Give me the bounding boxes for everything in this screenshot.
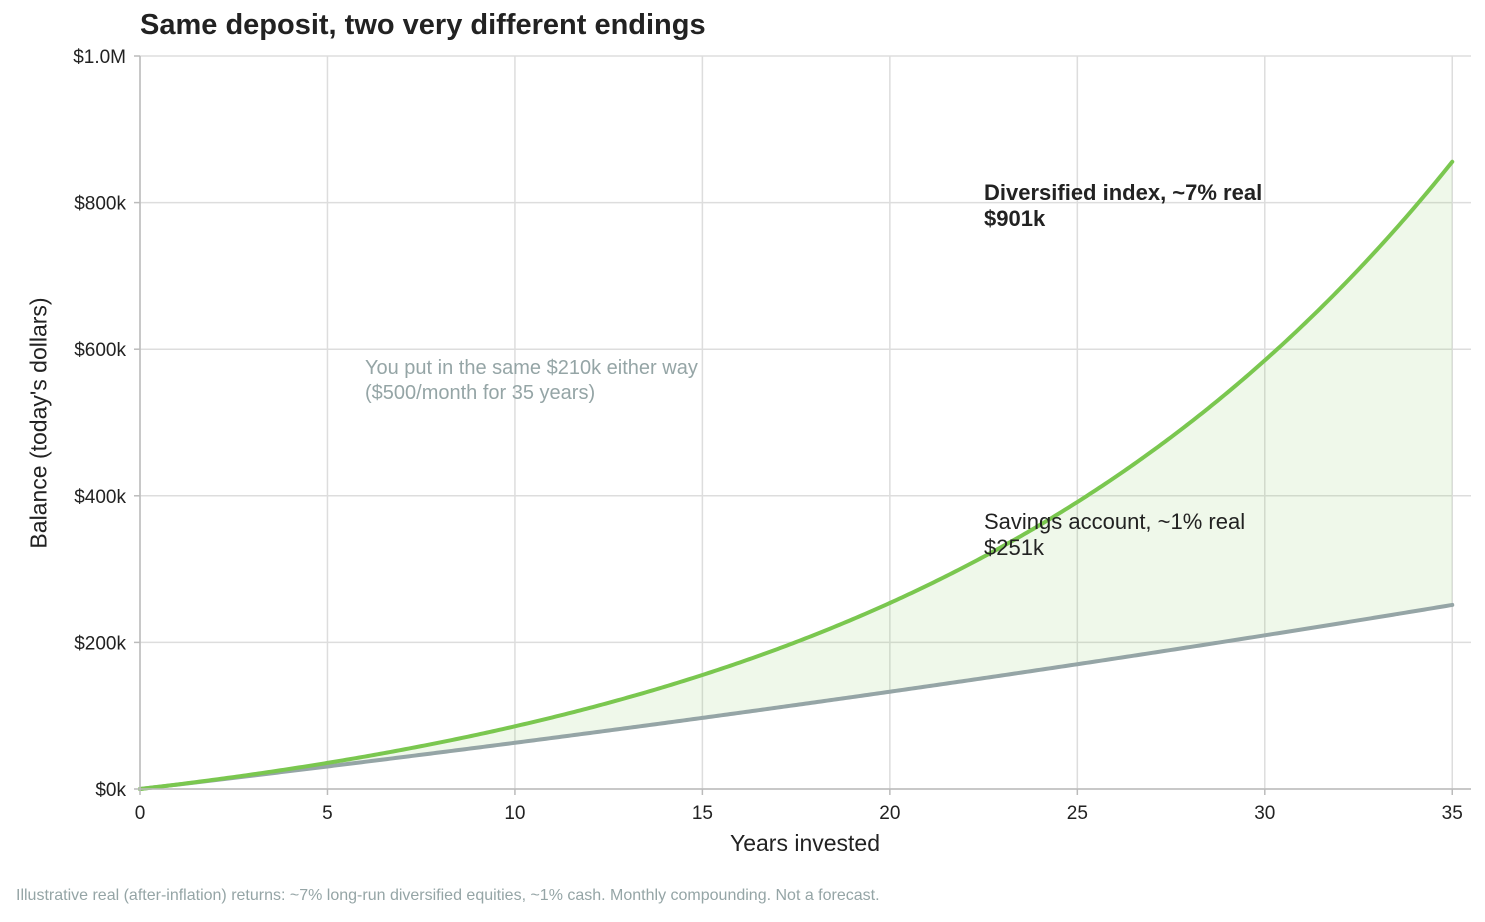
y-tick-label: $800k — [74, 194, 126, 215]
x-tick-label: 10 — [504, 803, 525, 824]
chart-title: Same deposit, two very different endings — [140, 9, 706, 41]
index-label-name: Diversified index, ~7% real — [984, 180, 1263, 205]
x-axis-label: Years invested — [729, 830, 881, 856]
y-tick-label: $400k — [74, 487, 126, 508]
savings-label: Savings account, ~1% real $251k — [984, 509, 1245, 561]
x-tick-label: 5 — [322, 803, 333, 824]
footnote: Illustrative real (after-inflation) retu… — [16, 887, 880, 904]
gap-fill-area — [140, 161, 1453, 789]
y-tick-label: $200k — [74, 633, 126, 654]
deposit-note: You put in the same $210k either way ($5… — [365, 356, 698, 406]
deposit-note-line-2: ($500/month for 35 years) — [365, 382, 596, 404]
x-tick-label: 20 — [879, 803, 900, 824]
savings-label-value: $251k — [984, 535, 1044, 560]
y-tick-label: $0k — [95, 780, 126, 801]
deposit-note-line-1: You put in the same $210k either way — [365, 357, 698, 379]
index-label: Diversified index, ~7% real $901k — [984, 180, 1262, 232]
savings-label-name: Savings account, ~1% real — [984, 509, 1246, 534]
axes — [139, 56, 1471, 790]
x-tick-label: 25 — [1067, 803, 1088, 824]
x-tick-label: 30 — [1254, 803, 1275, 824]
x-tick-label: 35 — [1442, 803, 1463, 824]
x-tick-label: 0 — [135, 803, 146, 824]
diversified-index-line — [138, 159, 1455, 791]
index-label-value: $901k — [984, 206, 1046, 231]
x-tick-label: 15 — [692, 803, 713, 824]
y-tick-label: $600k — [74, 340, 126, 361]
grid — [139, 55, 1471, 790]
y-axis-ticks: $0k $200k $400k $600k $800k $1.0M — [73, 47, 140, 801]
x-axis-ticks: 0 5 10 15 20 25 30 35 — [135, 789, 1463, 824]
y-axis-label: Balance (today's dollars) — [25, 297, 52, 549]
y-tick-label: $1.0M — [73, 47, 126, 68]
savings-account-line — [138, 602, 1455, 791]
